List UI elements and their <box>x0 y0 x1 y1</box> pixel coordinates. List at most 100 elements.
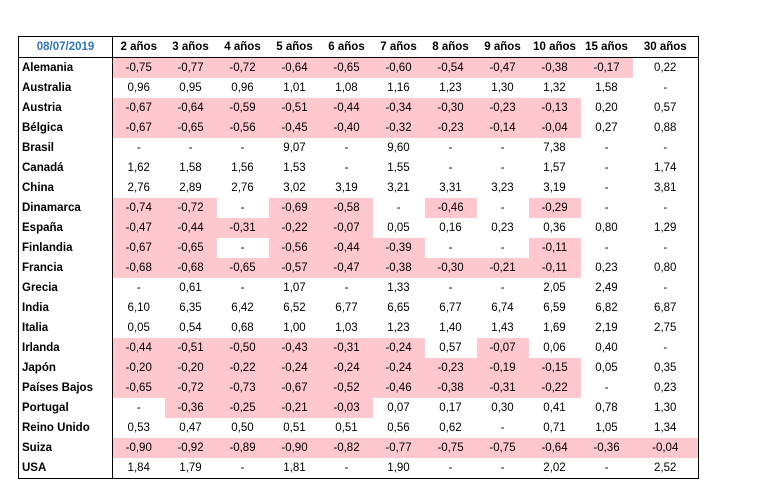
yield-cell: 1,53 <box>283 162 306 174</box>
yield-cell: -0,67 <box>112 118 165 138</box>
yield-cell: -0,47 <box>320 258 373 278</box>
yield-cell: -0,56 <box>216 118 269 138</box>
yield-cell: 2,49 <box>595 282 618 294</box>
country-name: Finlandia <box>18 238 113 258</box>
yield-cell: 0,16 <box>439 222 462 234</box>
country-name: Alemania <box>18 57 113 78</box>
yield-cell: 6,59 <box>543 302 566 314</box>
yield-cell: - <box>632 138 699 158</box>
yield-cell: 0,06 <box>543 342 566 354</box>
yield-cell: 0,51 <box>283 422 306 434</box>
country-name: Suiza <box>18 438 113 458</box>
yield-cell: 0,53 <box>127 422 150 434</box>
yield-cell: -0,72 <box>164 378 217 398</box>
yield-cell: -0,75 <box>112 57 165 78</box>
column-header: 2 años <box>112 36 165 58</box>
yield-cell: -0,17 <box>580 57 633 78</box>
header-row: 08/07/2019 2 años 3 años 4 años 5 años 6 año… <box>18 36 699 58</box>
yield-cell: -0,04 <box>528 118 581 138</box>
table-row: Grecia - 0,61 - 1,07 - 1,33 - - 2,05 2,49 - <box>18 278 699 298</box>
yield-cell: -0,50 <box>216 338 269 358</box>
yield-cell: 0,17 <box>439 402 462 414</box>
yield-cell: 2,19 <box>595 322 618 334</box>
yield-cell: 6,77 <box>335 302 358 314</box>
yield-cell: -0,23 <box>424 358 477 378</box>
yield-cell: 1,30 <box>491 82 514 94</box>
yield-cell: 1,79 <box>164 458 217 479</box>
table-body: Alemania -0,75 -0,77 -0,72 -0,64 -0,65 -0,60 -0… <box>18 57 699 479</box>
yield-cell: -0,24 <box>372 358 425 378</box>
yield-cell: 0,22 <box>632 57 699 78</box>
yield-cell: - <box>136 142 141 154</box>
yield-cell: - <box>632 238 699 258</box>
yield-cell: -0,36 <box>580 438 633 458</box>
country-name: USA <box>18 458 113 479</box>
yield-cell: - <box>448 162 453 174</box>
yield-cell: -0,64 <box>528 438 581 458</box>
yield-cell: 0,78 <box>595 402 618 414</box>
table-row: Dinamarca -0,74 -0,72 - -0,69 -0,58 - -0,46 - -0,… <box>18 198 699 218</box>
yield-cell: 3,02 <box>283 182 306 194</box>
yield-cell: -0,40 <box>320 118 373 138</box>
yield-cell: -0,44 <box>164 218 217 238</box>
yield-cell: -0,68 <box>164 258 217 278</box>
yield-cell: -0,56 <box>268 238 321 258</box>
yield-cell: 1,58 <box>179 162 202 174</box>
yield-cell: - <box>448 282 453 294</box>
yield-cell: 1,62 <box>127 162 150 174</box>
yield-cell: -0,52 <box>320 378 373 398</box>
yield-cell: 1,34 <box>632 418 699 438</box>
bond-yield-table: 08/07/2019 2 años 3 años 4 años 5 años 6 año… <box>18 36 699 479</box>
yield-cell: - <box>240 202 245 214</box>
yield-cell: 0,80 <box>595 222 618 234</box>
yield-cell: 1,43 <box>491 322 514 334</box>
yield-cell: 6,65 <box>387 302 410 314</box>
yield-cell: 0,07 <box>387 402 410 414</box>
table-row: Finlandia -0,67 -0,65 - -0,56 -0,44 -0,39 - - -0,… <box>18 238 699 258</box>
yield-cell: - <box>500 162 505 174</box>
yield-cell: 0,57 <box>632 98 699 118</box>
table-row: Japón -0,20 -0,20 -0,22 -0,24 -0,24 -0,24 -0,23… <box>18 358 699 378</box>
country-name: Dinamarca <box>18 198 113 218</box>
yield-cell: -0,04 <box>632 438 699 458</box>
yield-cell: -0,77 <box>372 438 425 458</box>
yield-cell: 1,03 <box>335 322 358 334</box>
yield-cell: - <box>240 242 245 254</box>
yield-cell: 0,05 <box>387 222 410 234</box>
country-name: Bélgica <box>18 118 113 138</box>
yield-cell: 0,96 <box>231 82 254 94</box>
yield-cell: 1,16 <box>387 82 410 94</box>
yield-cell: -0,38 <box>372 258 425 278</box>
yield-cell: -0,22 <box>268 218 321 238</box>
table-row: USA 1,84 1,79-1,81-1,90- -2,02-2,52 <box>18 458 699 479</box>
yield-cell: 1,57 <box>543 162 566 174</box>
yield-cell: -0,31 <box>320 338 373 358</box>
yield-cell: -0,57 <box>268 258 321 278</box>
table-date: 08/07/2019 <box>18 36 113 58</box>
yield-cell: 1,29 <box>632 218 699 238</box>
yield-cell: 2,76 <box>127 182 150 194</box>
yield-cell: -0,47 <box>476 57 529 78</box>
yield-cell: -0,65 <box>164 238 217 258</box>
yield-cell: 0,68 <box>231 322 254 334</box>
country-name: Italia <box>18 318 113 338</box>
bond-yield-table-container: 08/07/2019 2 años 3 años 4 años 5 años 6 año… <box>18 36 699 479</box>
yield-cell: 0,95 <box>179 82 202 94</box>
yield-cell: 0,23 <box>595 262 618 274</box>
yield-cell: - <box>632 198 699 218</box>
yield-cell: -0,34 <box>372 98 425 118</box>
yield-cell: - <box>604 202 609 214</box>
yield-cell: 3,23 <box>491 182 514 194</box>
yield-cell: -0,46 <box>424 198 477 218</box>
table-row: Irlanda -0,44 -0,51 -0,50 -0,43 -0,31 -0,24 0,5… <box>18 338 699 358</box>
yield-cell: 0,56 <box>387 422 410 434</box>
yield-cell: -0,36 <box>164 398 217 418</box>
yield-cell: - <box>448 242 453 254</box>
country-name: Canadá <box>18 158 113 178</box>
yield-cell: 0,50 <box>231 422 254 434</box>
yield-cell: -0,60 <box>372 57 425 78</box>
yield-cell: -0,89 <box>216 438 269 458</box>
yield-cell: -0,69 <box>268 198 321 218</box>
yield-cell: 0,80 <box>632 258 699 278</box>
country-name: Japón <box>18 358 113 378</box>
